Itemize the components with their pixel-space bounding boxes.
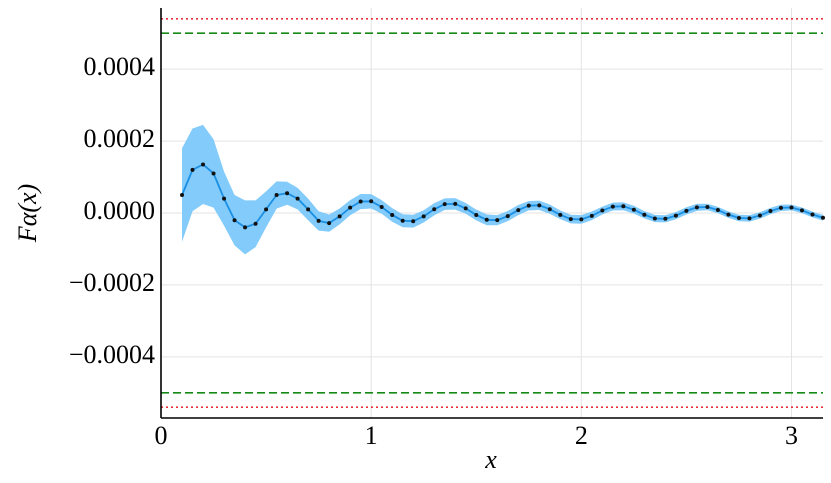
point	[568, 217, 573, 222]
point	[694, 205, 699, 210]
point	[558, 212, 563, 217]
point	[411, 219, 416, 224]
point	[369, 199, 374, 204]
point	[442, 202, 447, 207]
point	[222, 196, 227, 201]
point	[747, 216, 752, 221]
point	[642, 212, 647, 217]
y-tick-label: −0.0002	[69, 268, 155, 297]
point	[327, 221, 332, 226]
point	[652, 216, 657, 221]
point	[715, 208, 720, 213]
point	[673, 213, 678, 218]
point	[495, 218, 500, 223]
point	[348, 205, 353, 210]
x-tick-label: 1	[365, 421, 378, 450]
point	[631, 207, 636, 212]
point	[526, 203, 531, 208]
point	[600, 208, 605, 213]
y-tick-label: 0.0000	[84, 196, 156, 225]
point	[789, 205, 794, 210]
point	[285, 191, 290, 196]
point	[400, 218, 405, 223]
point	[516, 208, 521, 213]
point	[757, 213, 762, 218]
error-band	[182, 124, 823, 255]
point	[610, 204, 615, 209]
point	[432, 207, 437, 212]
point	[684, 208, 689, 213]
point	[253, 221, 258, 226]
point	[243, 225, 248, 230]
point	[810, 212, 815, 217]
point	[337, 214, 342, 219]
x-tick-label: 2	[575, 421, 588, 450]
point	[663, 216, 668, 221]
point	[463, 206, 468, 211]
point	[778, 205, 783, 210]
point	[390, 212, 395, 217]
y-tick-label: 0.0004	[84, 52, 156, 81]
point	[358, 199, 363, 204]
x-tick-label: 3	[785, 421, 798, 450]
point	[232, 218, 237, 223]
point	[295, 196, 300, 201]
point	[547, 207, 552, 212]
point	[379, 204, 384, 209]
point	[474, 212, 479, 217]
point	[799, 208, 804, 213]
y-axis-label: Fα(x)	[13, 184, 42, 243]
point	[736, 216, 741, 221]
point	[589, 213, 594, 218]
point	[484, 217, 489, 222]
point	[821, 215, 825, 220]
point	[306, 207, 311, 212]
point	[316, 218, 321, 223]
point	[190, 167, 195, 172]
point	[621, 204, 626, 209]
point	[274, 193, 279, 198]
point	[453, 201, 458, 206]
point	[768, 209, 773, 214]
y-tick-label: 0.0002	[84, 124, 156, 153]
point	[180, 193, 185, 198]
point	[537, 203, 542, 208]
point	[264, 207, 269, 212]
point	[579, 217, 584, 222]
point	[211, 171, 216, 176]
point	[705, 204, 710, 209]
x-axis-label: x	[484, 445, 497, 474]
x-tick-label: 0	[155, 421, 168, 450]
point	[726, 212, 731, 217]
point	[421, 214, 426, 219]
point	[505, 214, 510, 219]
y-tick-label: −0.0004	[69, 340, 155, 369]
point	[201, 162, 206, 167]
